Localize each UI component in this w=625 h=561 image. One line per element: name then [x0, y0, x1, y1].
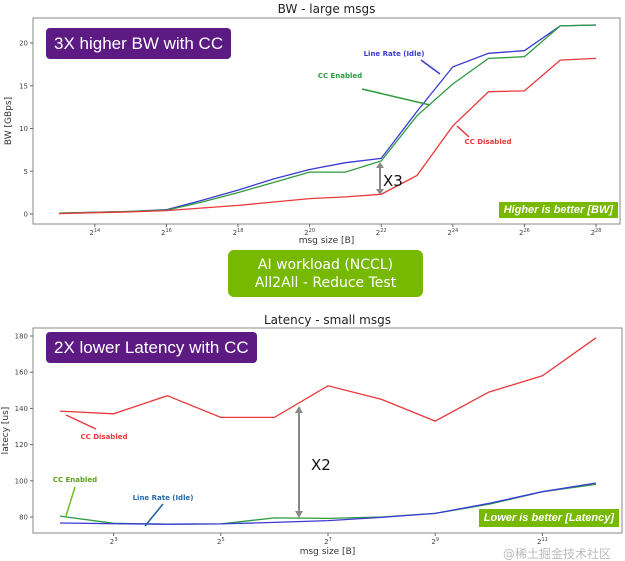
series-line-line-rate-idle-	[59, 482, 597, 525]
bw-badge: Higher is better [BW]	[498, 202, 618, 218]
pointer-line-rate	[420, 59, 441, 75]
x-tick-label: 214	[89, 228, 100, 237]
x-tick-label: 216	[161, 228, 172, 237]
x-tick-label: 211	[537, 537, 548, 546]
y-tick-label: 100	[15, 477, 28, 485]
x2-arrow-head-down	[295, 511, 303, 518]
y-tick-label: 15	[19, 82, 28, 90]
x-tick-label: 23	[110, 537, 118, 546]
watermark: @稀土掘金技术社区	[503, 547, 612, 561]
y-tick-label: 5	[24, 168, 28, 176]
banner-line2: All2All - Reduce Test	[254, 274, 397, 291]
label-line-rate: Line Rate (Idle)	[364, 50, 425, 58]
x2-label: X2	[311, 456, 331, 474]
y-tick-label: 10	[19, 125, 28, 133]
x3-label: X3	[383, 172, 403, 190]
y-axis-label-0: BW [GBps]	[4, 97, 14, 145]
x-tick-label: 25	[217, 537, 225, 546]
banner-line1: AI workload (NCCL)	[257, 256, 394, 273]
latency-callout: 2X lower Latency with CC	[46, 332, 257, 363]
x-tick-label: 224	[447, 228, 458, 237]
series-line-cc-disabled	[58, 57, 597, 215]
y-tick-label: 140	[15, 405, 28, 413]
label-cc-enabled-lat: CC Enabled	[53, 476, 97, 484]
label-line-rate-lat: Line Rate (Idle)	[133, 494, 194, 502]
plot-frame-0	[32, 17, 621, 225]
x-tick-label: 218	[233, 228, 244, 237]
x-tick-label: 29	[431, 537, 439, 546]
x2-arrow-head-up	[295, 406, 303, 413]
series-line-cc-disabled	[59, 337, 597, 422]
y-tick-label: 120	[15, 441, 28, 449]
x-tick-label: 226	[519, 228, 530, 237]
pointer-cc-enabled-lat	[65, 486, 76, 517]
y-tick-label: 180	[15, 333, 28, 341]
chart-title-1: Latency - small msgs	[264, 313, 391, 327]
y-axis-label-1: latecy [us]	[1, 407, 11, 455]
pointer-cc-disabled-lat	[65, 414, 97, 430]
latency-badge: Lower is better [Latency]	[478, 509, 619, 527]
x-axis-label-1: msg size [B]	[300, 547, 356, 557]
y-tick-label: 20	[19, 40, 28, 48]
x-tick-label: 27	[324, 537, 332, 546]
x-axis-label-0: msg size [B]	[299, 236, 355, 246]
pointer-cc-enabled	[361, 88, 431, 106]
label-cc-disabled-lat: CC Disabled	[81, 433, 128, 441]
bw-callout: 3X higher BW with CC	[46, 28, 232, 59]
x-tick-label: 228	[591, 228, 602, 237]
chart-title-0: BW - large msgs	[278, 2, 376, 16]
pointer-line-rate-lat	[144, 503, 164, 527]
x3-arrow-head-down	[376, 189, 384, 195]
label-cc-enabled: CC Enabled	[318, 72, 362, 80]
x-tick-label: 222	[376, 228, 387, 237]
label-cc-disabled: CC Disabled	[465, 138, 512, 146]
x3-arrow-head-up	[376, 162, 384, 168]
y-tick-label: 0	[24, 211, 28, 219]
pointer-cc-disabled	[456, 125, 470, 138]
y-tick-label: 80	[19, 514, 28, 522]
x-tick-label: 220	[304, 228, 315, 237]
workload-banner: AI workload (NCCL) All2All - Reduce Test	[228, 250, 423, 297]
y-tick-label: 160	[15, 369, 28, 377]
